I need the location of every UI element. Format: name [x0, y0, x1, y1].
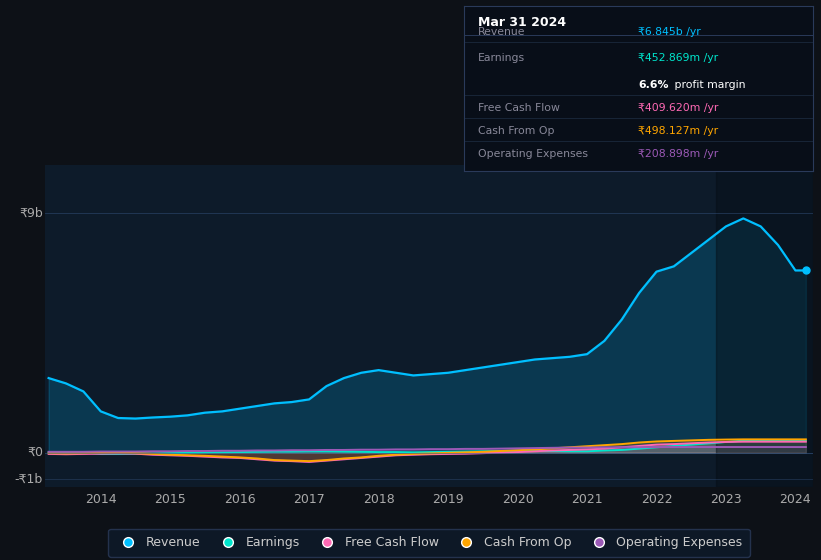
Text: Mar 31 2024: Mar 31 2024 — [478, 16, 566, 29]
Legend: Revenue, Earnings, Free Cash Flow, Cash From Op, Operating Expenses: Revenue, Earnings, Free Cash Flow, Cash … — [108, 529, 750, 557]
Text: ₹0: ₹0 — [27, 446, 43, 459]
Text: Revenue: Revenue — [478, 27, 525, 37]
Text: ₹9b: ₹9b — [19, 207, 43, 220]
Bar — [716, 165, 813, 487]
Text: profit margin: profit margin — [672, 80, 746, 90]
Text: ₹498.127m /yr: ₹498.127m /yr — [639, 126, 718, 136]
Text: ₹208.898m /yr: ₹208.898m /yr — [639, 149, 718, 159]
Text: Free Cash Flow: Free Cash Flow — [478, 103, 560, 113]
Text: Cash From Op: Cash From Op — [478, 126, 554, 136]
Text: Operating Expenses: Operating Expenses — [478, 149, 588, 159]
Text: ₹6.845b /yr: ₹6.845b /yr — [639, 27, 701, 37]
Text: Earnings: Earnings — [478, 53, 525, 63]
Text: ₹409.620m /yr: ₹409.620m /yr — [639, 103, 718, 113]
Text: 6.6%: 6.6% — [639, 80, 669, 90]
Text: -₹1b: -₹1b — [15, 473, 43, 486]
Text: ₹452.869m /yr: ₹452.869m /yr — [639, 53, 718, 63]
